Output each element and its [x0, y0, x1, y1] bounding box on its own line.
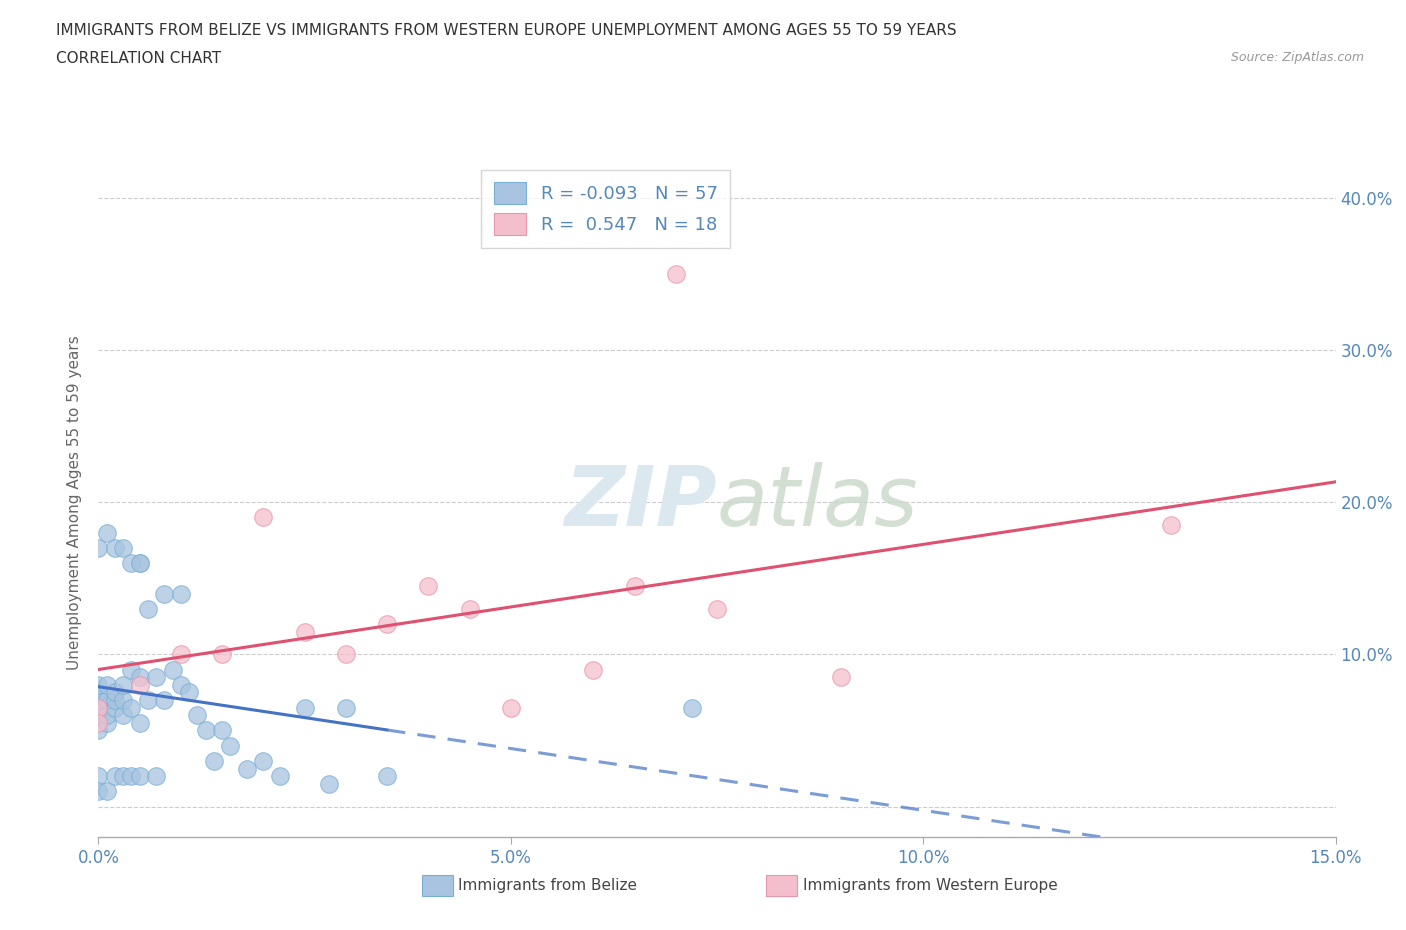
Point — [96, 708, 118, 723]
Point — [194, 723, 217, 737]
Legend: R = -0.093   N = 57, R =  0.547   N = 18: R = -0.093 N = 57, R = 0.547 N = 18 — [481, 170, 730, 248]
Point — [145, 769, 167, 784]
Point — [269, 769, 291, 784]
Point — [104, 540, 127, 555]
Text: ZIP: ZIP — [564, 461, 717, 543]
Point — [186, 708, 208, 723]
Point — [112, 540, 135, 555]
Point — [87, 677, 110, 692]
Point — [87, 700, 110, 715]
Point — [87, 700, 110, 715]
Point — [458, 602, 481, 617]
Point — [162, 662, 184, 677]
Text: Immigrants from Western Europe: Immigrants from Western Europe — [803, 878, 1057, 893]
Point — [294, 700, 316, 715]
Point — [830, 670, 852, 684]
Point — [499, 700, 522, 715]
Text: Source: ZipAtlas.com: Source: ZipAtlas.com — [1230, 51, 1364, 64]
Point — [112, 693, 135, 708]
Point — [104, 769, 127, 784]
Point — [136, 693, 159, 708]
Point — [87, 685, 110, 700]
Point — [87, 708, 110, 723]
Point — [112, 769, 135, 784]
Point — [96, 784, 118, 799]
Point — [136, 602, 159, 617]
Point — [375, 617, 398, 631]
Point — [236, 761, 259, 776]
Point — [104, 685, 127, 700]
Point — [104, 700, 127, 715]
Point — [623, 578, 645, 593]
Point — [87, 693, 110, 708]
Point — [211, 723, 233, 737]
Point — [128, 715, 150, 730]
Y-axis label: Unemployment Among Ages 55 to 59 years: Unemployment Among Ages 55 to 59 years — [67, 335, 83, 670]
Point — [120, 555, 142, 570]
Point — [170, 586, 193, 601]
Point — [665, 267, 688, 282]
Point — [87, 723, 110, 737]
Point — [112, 708, 135, 723]
Point — [87, 784, 110, 799]
Point — [96, 715, 118, 730]
Point — [120, 769, 142, 784]
Point — [219, 738, 242, 753]
Point — [681, 700, 703, 715]
Point — [1160, 518, 1182, 533]
Point — [120, 700, 142, 715]
Point — [112, 677, 135, 692]
Point — [179, 685, 201, 700]
Point — [128, 670, 150, 684]
Point — [87, 540, 110, 555]
Point — [153, 693, 176, 708]
Point — [96, 693, 118, 708]
Point — [335, 700, 357, 715]
Point — [128, 555, 150, 570]
Point — [96, 677, 118, 692]
Point — [211, 647, 233, 662]
Point — [87, 769, 110, 784]
Text: CORRELATION CHART: CORRELATION CHART — [56, 51, 221, 66]
Point — [128, 769, 150, 784]
Point — [128, 677, 150, 692]
Text: atlas: atlas — [717, 461, 918, 543]
Point — [145, 670, 167, 684]
Point — [318, 777, 340, 791]
Point — [170, 647, 193, 662]
Point — [104, 693, 127, 708]
Point — [582, 662, 605, 677]
Point — [335, 647, 357, 662]
Point — [418, 578, 440, 593]
Point — [153, 586, 176, 601]
Point — [128, 555, 150, 570]
Point — [375, 769, 398, 784]
Point — [202, 753, 225, 768]
Point — [252, 753, 274, 768]
Point — [87, 715, 110, 730]
Text: IMMIGRANTS FROM BELIZE VS IMMIGRANTS FROM WESTERN EUROPE UNEMPLOYMENT AMONG AGES: IMMIGRANTS FROM BELIZE VS IMMIGRANTS FRO… — [56, 23, 957, 38]
Point — [96, 525, 118, 540]
Point — [252, 510, 274, 525]
Point — [706, 602, 728, 617]
Point — [170, 677, 193, 692]
Text: Immigrants from Belize: Immigrants from Belize — [458, 878, 637, 893]
Point — [120, 662, 142, 677]
Point — [294, 624, 316, 639]
